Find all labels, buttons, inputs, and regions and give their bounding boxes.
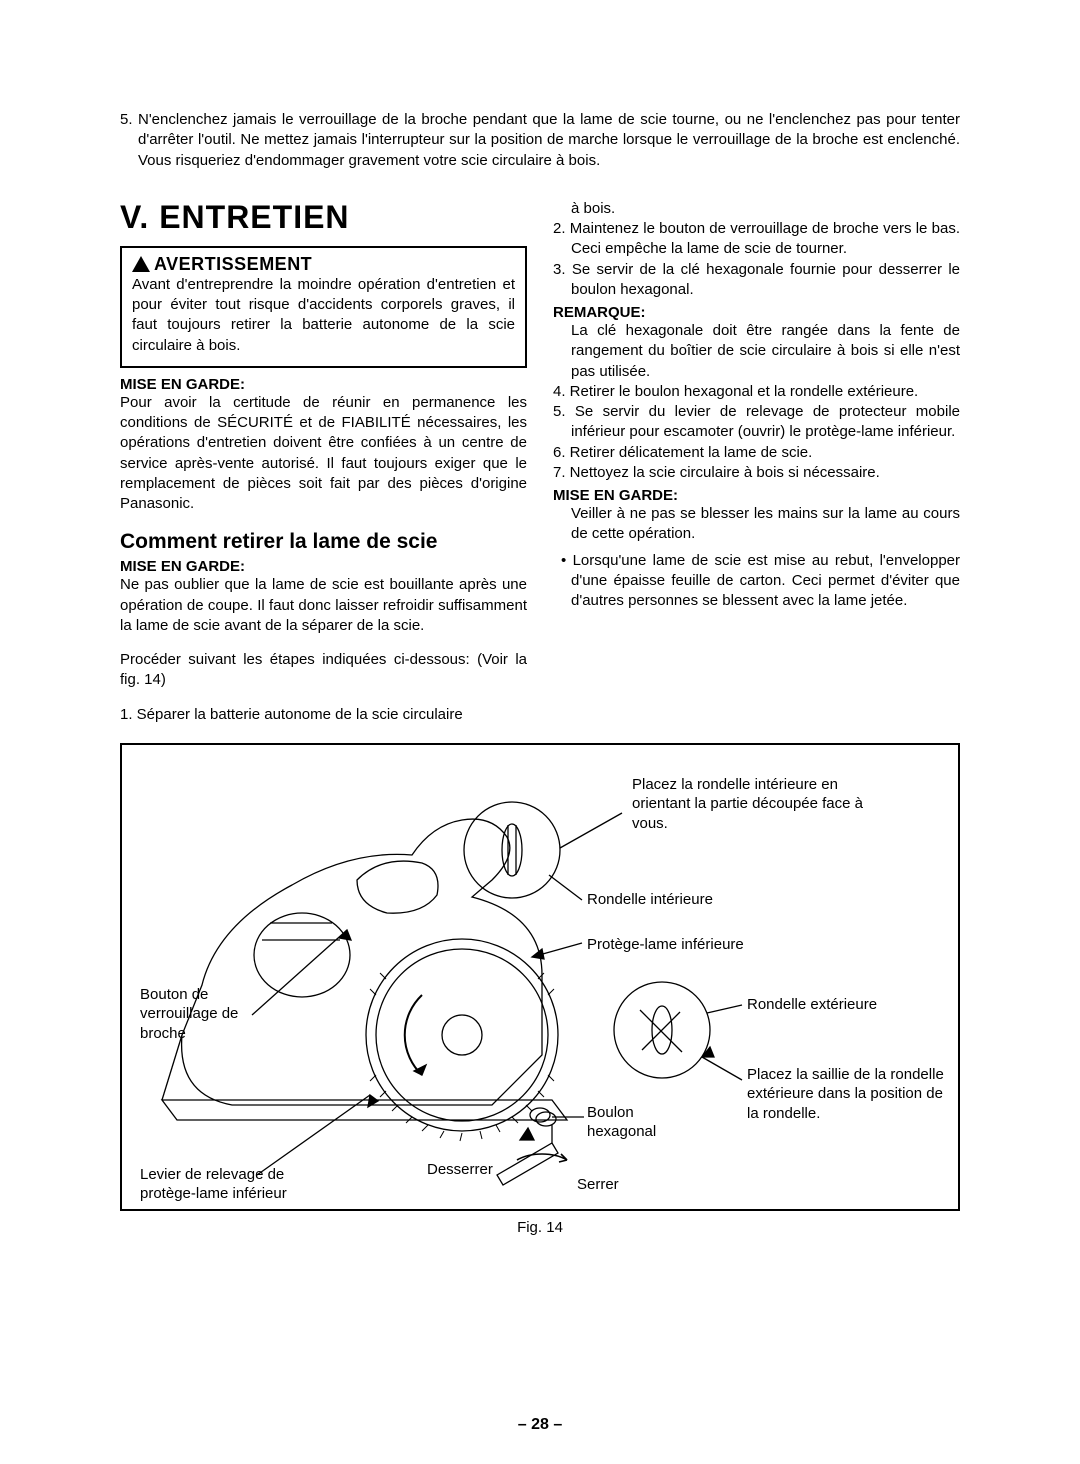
label-lever: Levier de relevage de protège-lame infér…: [140, 1165, 340, 1204]
step-4: 4. Retirer le boulon hexagonal et la ron…: [553, 382, 960, 402]
right-column: à bois. 2. Maintenez le bouton de verrou…: [553, 199, 960, 725]
caution-body-2: Ne pas oublier que la lame de scie est b…: [120, 575, 527, 636]
top-paragraph-block: 5. N'enclenchez jamais le verrouillage d…: [120, 110, 960, 171]
caution-body-3: Veiller à ne pas se blesser les mains su…: [553, 504, 960, 545]
caution-label-2: MISE EN GARDE:: [120, 558, 527, 575]
label-inner-washer: Rondelle intérieure: [587, 890, 713, 910]
warning-heading: AVERTISSEMENT: [154, 254, 312, 275]
left-column: V. ENTRETIEN AVERTISSEMENT Avant d'entre…: [120, 199, 527, 725]
step-1-cont: à bois.: [553, 199, 960, 219]
label-hex-bolt: Boulon hexagonal: [587, 1103, 677, 1142]
caution-label-1: MISE EN GARDE:: [120, 376, 527, 393]
caution-label-3: MISE EN GARDE:: [553, 487, 960, 504]
step-5: 5. Se servir du levier de relevage de pr…: [553, 402, 960, 443]
top-paragraph: 5. N'enclenchez jamais le verrouillage d…: [120, 110, 960, 171]
two-column-layout: V. ENTRETIEN AVERTISSEMENT Avant d'entre…: [120, 199, 960, 725]
warning-box: AVERTISSEMENT Avant d'entreprendre la mo…: [120, 246, 527, 368]
page-number: – 28 –: [0, 1416, 1080, 1434]
step-1: 1. Séparer la batterie autonome de la sc…: [120, 705, 527, 725]
label-loosen: Desserrer: [427, 1160, 493, 1180]
step-7: 7. Nettoyez la scie circulaire à bois si…: [553, 463, 960, 483]
figure-caption: Fig. 14: [120, 1219, 960, 1236]
caution-body-1: Pour avoir la certitude de réunir en per…: [120, 393, 527, 515]
steps-intro: Procéder suivant les étapes indiquées ci…: [120, 650, 527, 691]
remark-body: La clé hexagonale doit être rangée dans …: [553, 321, 960, 382]
label-lock-button: Bouton de verrouillage de broche: [140, 985, 250, 1044]
warning-heading-row: AVERTISSEMENT: [132, 254, 515, 275]
step-3: 3. Se servir de la clé hexagonale fourni…: [553, 260, 960, 301]
sub-heading: Comment retirer la lame de scie: [120, 530, 527, 554]
label-tighten: Serrer: [577, 1175, 619, 1195]
label-inner-washer-note: Placez la rondelle intérieure en orienta…: [632, 775, 872, 834]
label-outer-washer-note: Placez la saillie de la rondelle extérie…: [747, 1065, 952, 1124]
step-6: 6. Retirer délicatement la lame de scie.: [553, 443, 960, 463]
section-title: V. ENTRETIEN: [120, 199, 527, 236]
bullet-disposal: • Lorsqu'une lame de scie est mise au re…: [553, 551, 960, 612]
remark-label: REMARQUE:: [553, 304, 960, 321]
warning-triangle-icon: [132, 256, 150, 272]
warning-body: Avant d'entreprendre la moindre opératio…: [132, 275, 515, 356]
label-outer-washer: Rondelle extérieure: [747, 995, 877, 1015]
step-2: 2. Maintenez le bouton de verrouillage d…: [553, 219, 960, 260]
figure-box: Placez la rondelle intérieure en orienta…: [120, 743, 960, 1211]
label-lower-guard: Protège-lame inférieure: [587, 935, 744, 955]
